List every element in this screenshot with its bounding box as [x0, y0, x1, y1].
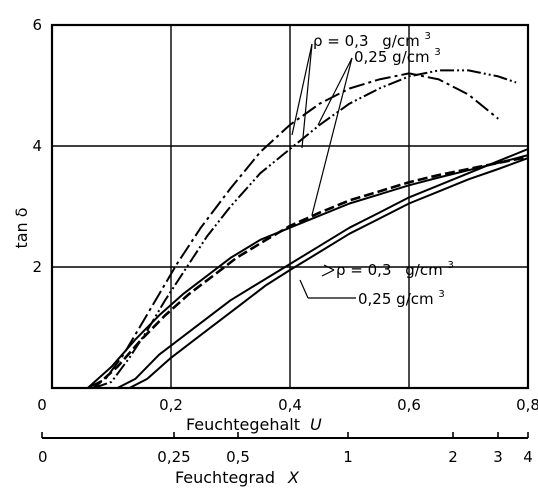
y-axis-title: tan δ — [12, 207, 31, 248]
secondary-tick-label: 0 — [38, 448, 48, 466]
grid — [52, 25, 528, 388]
series-layer — [87, 69, 529, 389]
series-line — [93, 69, 517, 389]
secondary-tick-label: 0,25 — [157, 448, 190, 466]
secondary-axis-title: Feuchtegrad — [175, 468, 275, 487]
series-line — [116, 148, 529, 389]
x-tick-label: 0 — [37, 396, 47, 414]
x-tick-label: 0,4 — [278, 396, 302, 414]
y-tick-label: 2 — [32, 258, 42, 276]
plot-frame — [50, 23, 530, 390]
x-axis-title: Feuchtegehalt — [186, 415, 300, 434]
annotation-lower-rho-03-prefix: ρ = 0,3 — [336, 261, 391, 279]
annotation-upper-rho-03-unit: g/cm — [382, 32, 419, 50]
annotation-lower-rho-03-unit: g/cm — [405, 261, 442, 279]
leader-line — [323, 264, 335, 271]
series-line — [87, 72, 499, 389]
secondary-axis-title-text: Feuchtegrad — [175, 468, 275, 487]
leader-line — [299, 279, 309, 299]
leader-line — [317, 57, 353, 126]
annotation-lower-rho-03: ρ = 0,3 g/cm 3 — [336, 260, 454, 279]
x-tick-label: 0,6 — [397, 396, 421, 414]
y-tick-label: 6 — [32, 16, 42, 34]
annotation-lower-rho-025-exp: 3 — [438, 289, 444, 300]
x-axis-title-text: Feuchtegehalt — [186, 415, 300, 434]
secondary-tick-label: 1 — [343, 448, 353, 466]
x-tick-label: 0,8 — [516, 396, 538, 414]
annotation-upper-rho-025-prefix: 0,25 g/cm — [354, 48, 430, 66]
leader-line — [291, 43, 313, 136]
secondary-axis-ticks: 0 0,25 0,5 1 2 3 4 — [38, 432, 533, 466]
x-ticks: 0 0,2 0,4 0,6 0,8 — [37, 396, 538, 414]
y-ticks: 2 4 6 — [32, 16, 42, 276]
annotation-leaders — [291, 43, 356, 299]
x-tick-label: 0,2 — [159, 396, 183, 414]
annotation-upper-rho-025-exp: 3 — [434, 47, 440, 58]
annotation-upper-rho-03: ρ = 0,3 g/cm 3 — [313, 31, 431, 50]
annotation-lower-rho-03-exp: 3 — [447, 260, 453, 271]
annotation-lower-rho-025: 0,25 g/cm 3 — [358, 289, 445, 308]
leader-line — [301, 43, 313, 149]
series-line — [128, 157, 529, 389]
leader-line — [311, 57, 353, 216]
annotation-upper-rho-03-exp: 3 — [424, 31, 430, 42]
annotation-upper-rho-03-prefix: ρ = 0,3 — [313, 32, 368, 50]
secondary-tick-label: 0,5 — [226, 448, 250, 466]
series-line — [87, 154, 529, 389]
x-axis-title-var: U — [310, 415, 322, 434]
annotation-upper-rho-025: 0,25 g/cm 3 — [354, 47, 441, 66]
leader-line — [321, 269, 335, 277]
secondary-tick-label: 4 — [523, 448, 533, 466]
secondary-tick-label: 2 — [448, 448, 458, 466]
secondary-axis-title-var: X — [287, 468, 300, 487]
series-line — [92, 155, 529, 389]
secondary-tick-label: 3 — [493, 448, 503, 466]
y-tick-label: 4 — [32, 137, 42, 155]
annotation-lower-rho-025-prefix: 0,25 g/cm — [358, 290, 434, 308]
